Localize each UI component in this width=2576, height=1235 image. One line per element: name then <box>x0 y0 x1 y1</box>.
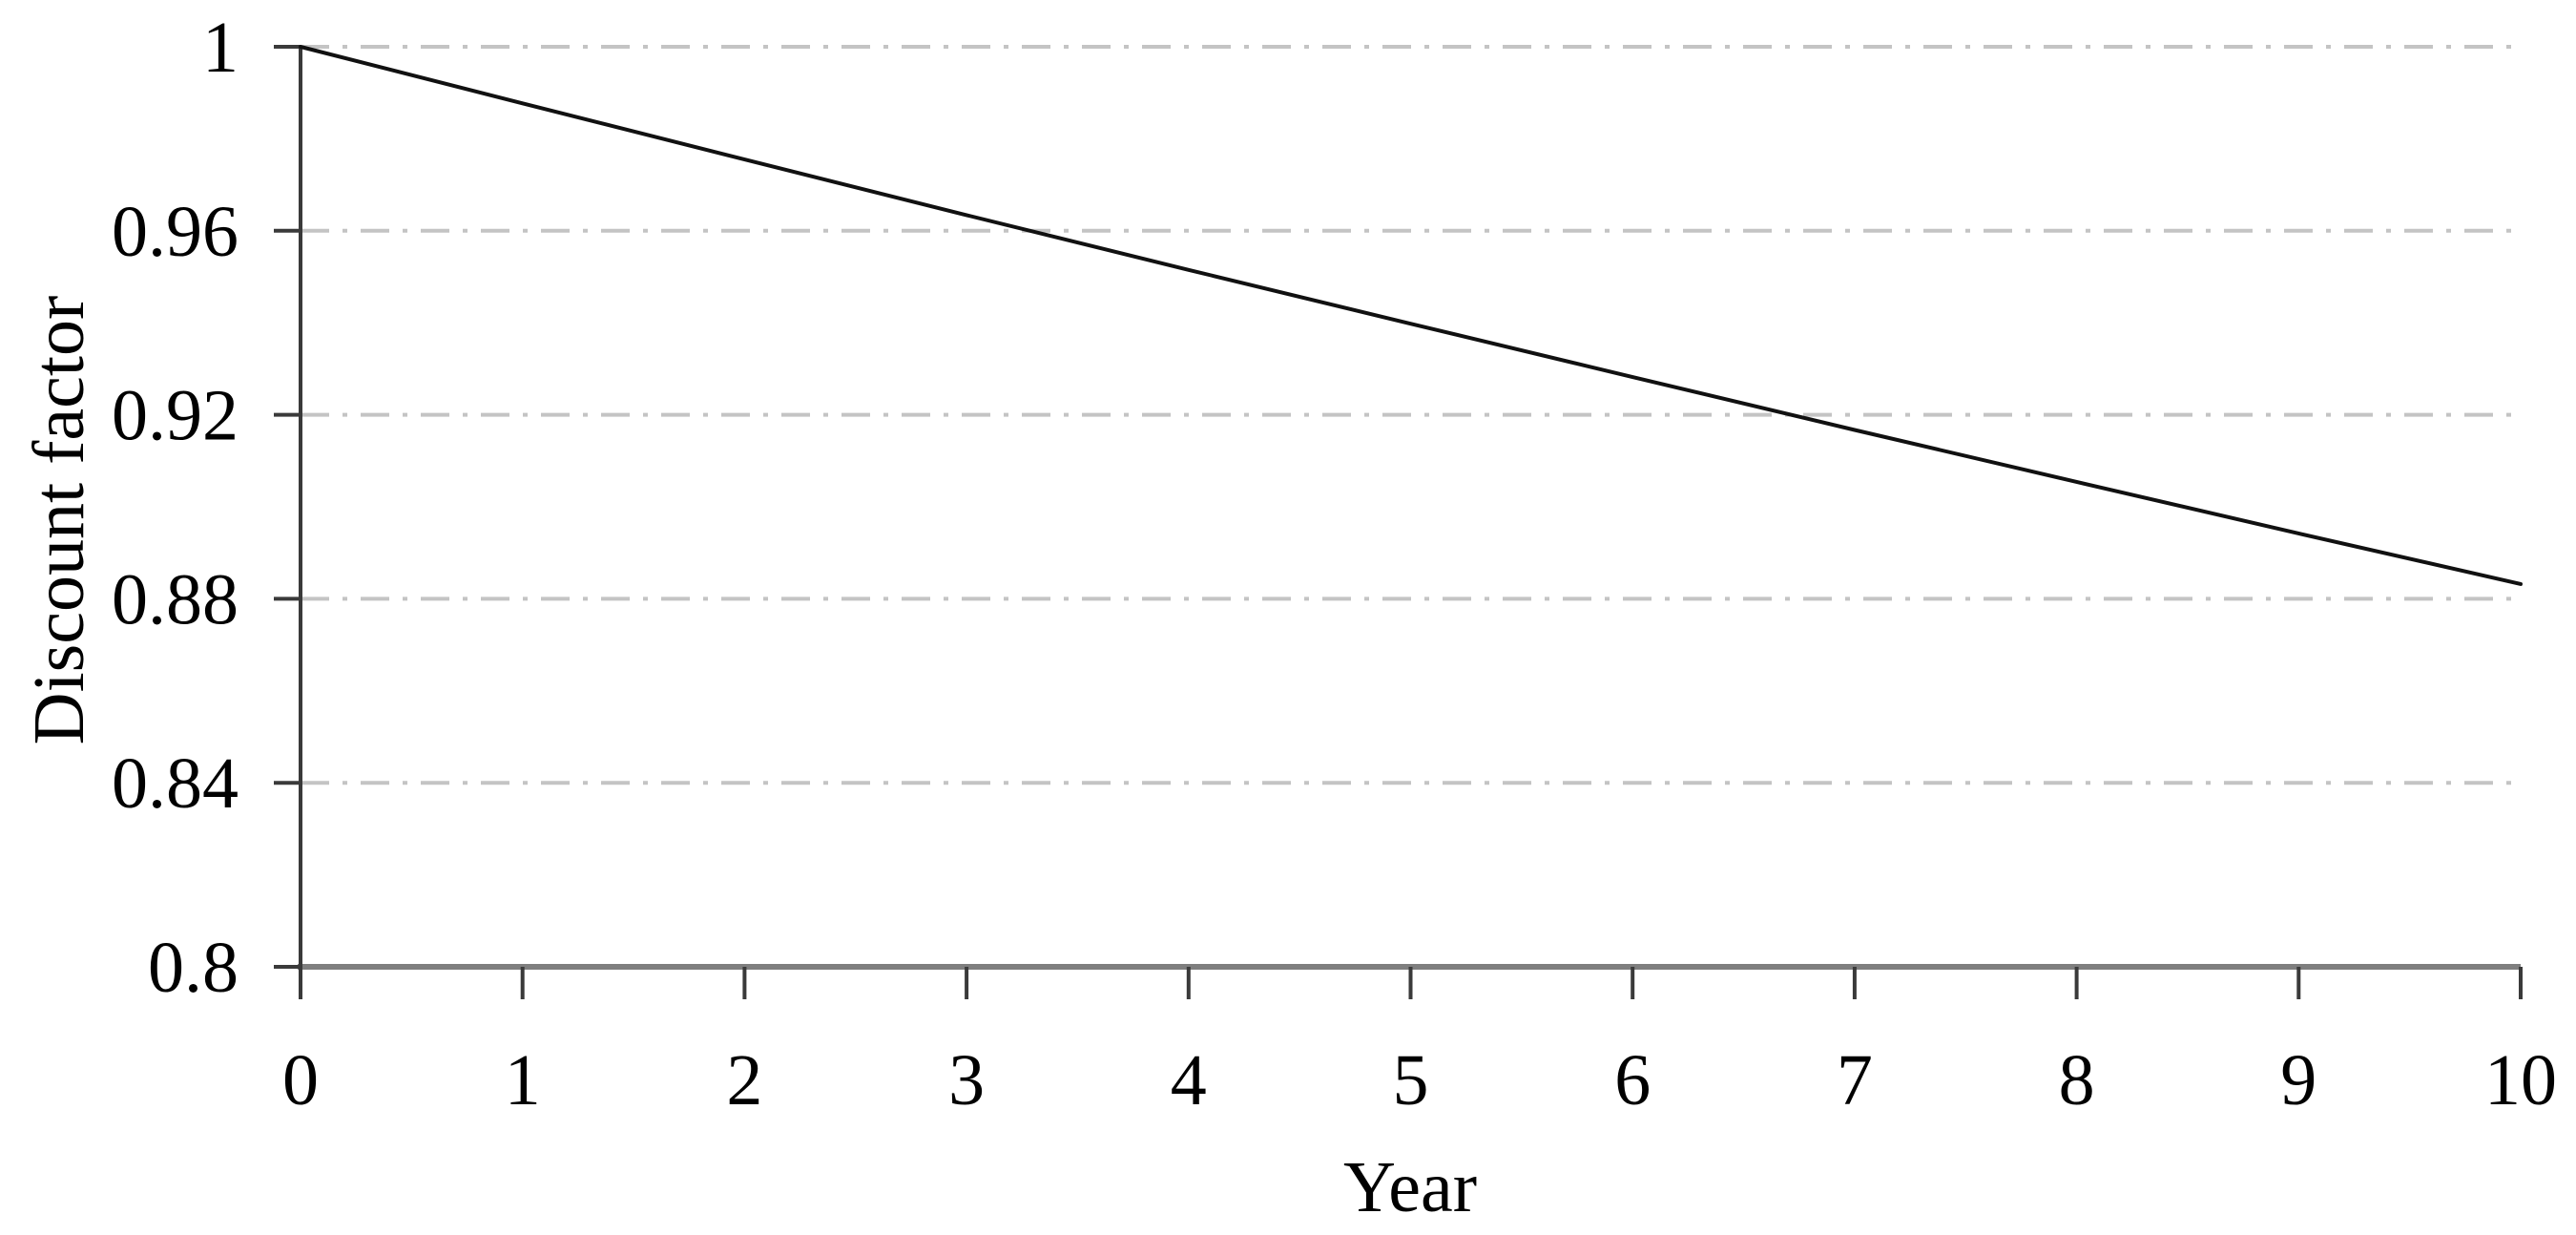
y-tick-label: 0.84 <box>112 743 239 824</box>
y-tick-label: 1 <box>202 8 239 88</box>
x-tick-label: 3 <box>948 1040 985 1120</box>
x-tick-label: 6 <box>1614 1040 1651 1120</box>
x-tick-label: 4 <box>1171 1040 1207 1120</box>
x-axis-title: Year <box>1342 1147 1478 1227</box>
discount-factor-line <box>299 45 2523 586</box>
x-tick-label: 0 <box>282 1040 319 1120</box>
x-tick-label: 8 <box>2059 1040 2095 1120</box>
x-tick-label: 5 <box>1393 1040 1429 1120</box>
y-tick-label: 0.88 <box>112 559 239 639</box>
y-axis-title: Discount factor <box>19 295 99 745</box>
y-tick-label: 0.92 <box>112 376 239 456</box>
x-tick-label: 1 <box>505 1040 541 1120</box>
y-tick-label: 0.96 <box>112 192 239 272</box>
x-tick-label: 7 <box>1837 1040 1873 1120</box>
x-tick-label: 9 <box>2280 1040 2316 1120</box>
y-tick-label: 0.8 <box>148 928 239 1008</box>
x-tick-label: 10 <box>2484 1040 2557 1120</box>
x-tick-label: 2 <box>726 1040 762 1120</box>
